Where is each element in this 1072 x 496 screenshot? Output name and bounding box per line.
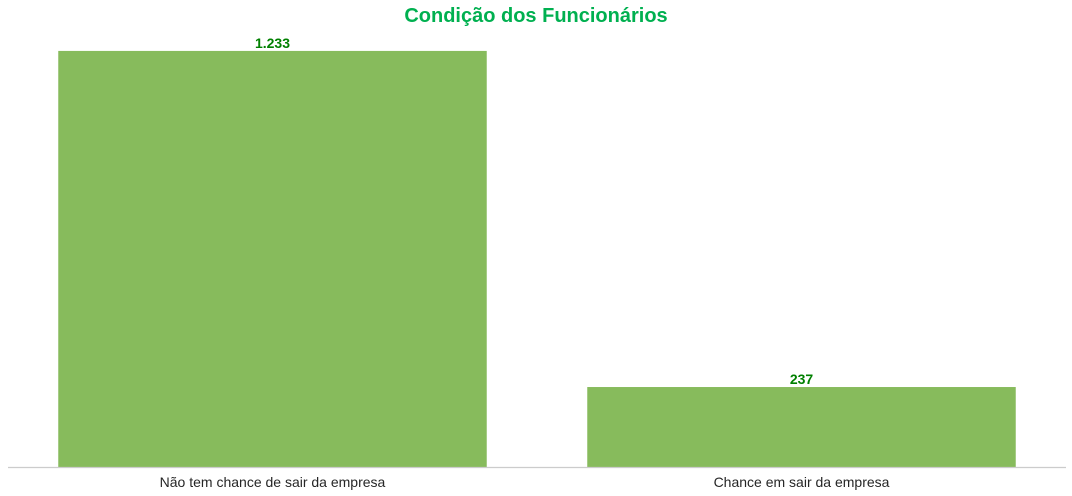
data-label-0: 1.233 bbox=[255, 35, 290, 51]
bar-1 bbox=[587, 387, 1016, 467]
bars-group bbox=[58, 50, 1016, 468]
x-tick-label-0: Não tem chance de sair da empresa bbox=[160, 474, 386, 490]
chart-title: Condição dos Funcionários bbox=[404, 5, 667, 27]
data-labels-group: 1.233 237 bbox=[255, 35, 813, 387]
x-tick-labels-group: Não tem chance de sair da empresa Chance … bbox=[160, 474, 890, 490]
data-label-1: 237 bbox=[790, 371, 814, 387]
x-tick-label-1: Chance em sair da empresa bbox=[714, 474, 890, 490]
bar-0 bbox=[58, 50, 487, 468]
